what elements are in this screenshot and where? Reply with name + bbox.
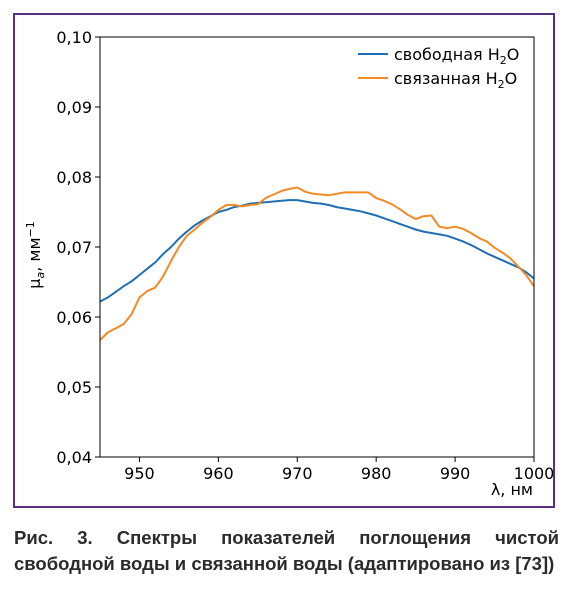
x-tick-label: 960 (203, 464, 234, 483)
legend-label-bound-water: связанная H2O (394, 69, 517, 91)
y-axis-label-main: μ (25, 279, 44, 289)
figure-frame: 950 960 970 980 990 1000 0,04 0,05 0,06 0,07 0,08… (13, 13, 555, 508)
series-line-bound-water (99, 186, 535, 341)
y-tick-label: 0,05 (56, 378, 92, 397)
x-axis-ticks: 950 960 970 980 990 1000 (124, 457, 553, 483)
legend-label-free-water: свободная H2O (394, 45, 519, 67)
y-axis-ticks: 0,04 0,05 0,06 0,07 0,08 0,09 0,10 (56, 28, 100, 467)
x-tick-label: 980 (361, 464, 392, 483)
x-tick-label: 1000 (514, 464, 553, 483)
y-tick-label: 0,07 (56, 238, 92, 257)
x-tick-label: 950 (124, 464, 155, 483)
y-tick-label: 0,09 (56, 98, 92, 117)
y-axis-label-rest: , мм (25, 237, 44, 271)
y-tick-label: 0,06 (56, 308, 92, 327)
figure-caption: Рис. 3. Спектры показателей поглощения ч… (14, 527, 559, 574)
y-tick-label: 0,10 (56, 28, 92, 47)
series-layer (99, 186, 535, 341)
y-axis-label: μa, мм−1 (24, 221, 47, 288)
x-axis-label: λ, нм (491, 480, 533, 499)
legend: свободная H2O связанная H2O (358, 45, 519, 91)
plot-area-border (99, 36, 535, 458)
y-tick-label: 0,08 (56, 168, 92, 187)
series-line-free-water (99, 199, 535, 303)
chart: 950 960 970 980 990 1000 0,04 0,05 0,06 0,07 0,08… (24, 28, 553, 499)
y-axis-label-sup: −1 (24, 221, 37, 237)
x-tick-label: 970 (282, 464, 313, 483)
y-tick-label: 0,04 (56, 448, 92, 467)
x-tick-label: 990 (440, 464, 471, 483)
y-axis-label-sub: a (34, 272, 47, 279)
